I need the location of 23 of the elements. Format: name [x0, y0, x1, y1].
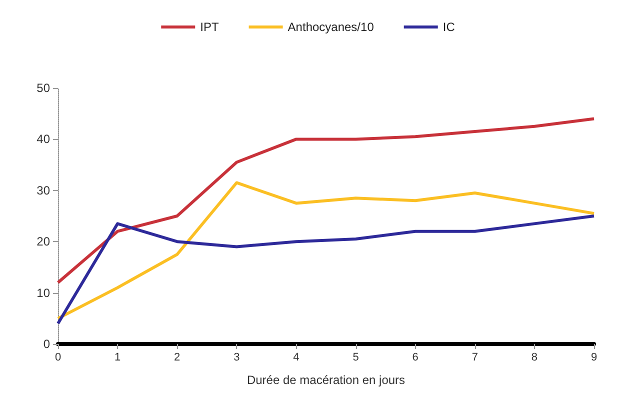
legend-label: IPT: [200, 20, 220, 34]
line-series: [56, 214, 596, 326]
line-series: [56, 181, 596, 320]
x-tick-label: 8: [531, 352, 538, 364]
x-tick-label: 2: [174, 352, 180, 364]
x-tick-label: 1: [114, 352, 121, 364]
y-tick-label: 50: [36, 81, 50, 95]
x-tick-label: 0: [54, 352, 62, 364]
legend-label: Anthocyanes/10: [288, 20, 374, 34]
y-tick-label: 30: [36, 183, 50, 198]
x-tick-label: 5: [352, 352, 359, 364]
y-tick-label: 10: [36, 286, 50, 300]
x-tick-label: 3: [234, 352, 240, 364]
line-series: [56, 117, 596, 284]
y-tick-label: 0: [43, 337, 50, 351]
y-tick-label: 20: [36, 234, 50, 249]
x-tick-label: 7: [472, 352, 478, 364]
x-axis-title: Durée de macération en jours: [246, 373, 406, 387]
x-tick-label: 9: [590, 352, 598, 364]
legend-label: IC: [442, 20, 456, 34]
y-tick-label: 40: [36, 132, 50, 146]
x-tick-label: 6: [412, 352, 418, 364]
x-tick-label: 4: [293, 352, 300, 364]
